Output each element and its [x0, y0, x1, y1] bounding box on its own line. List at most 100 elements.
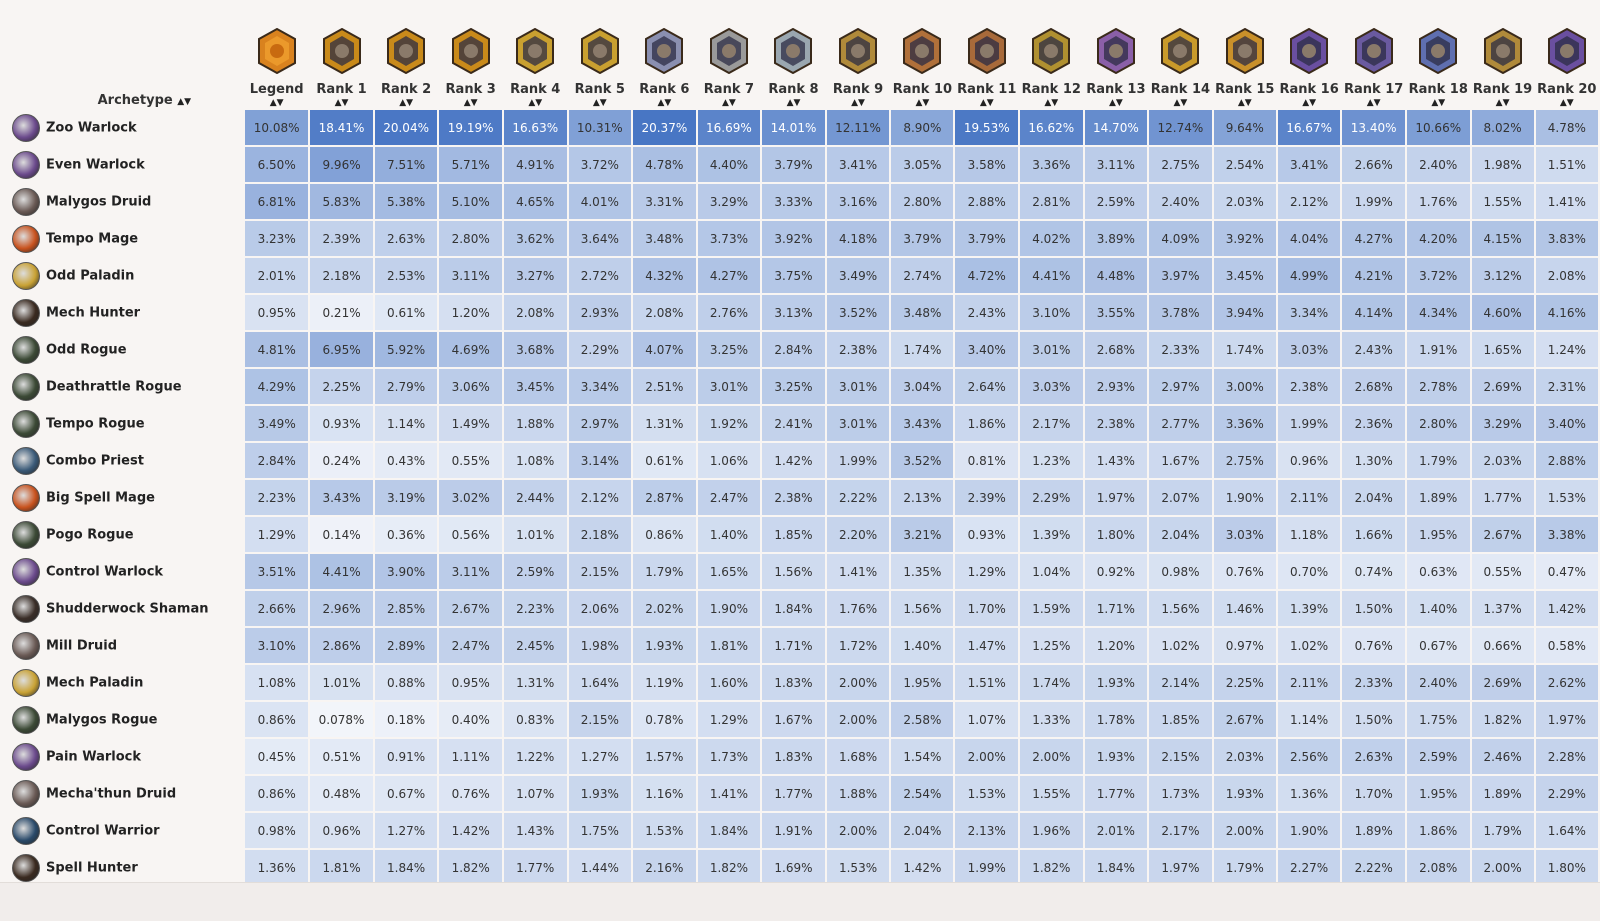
- percent-cell[interactable]: 0.74%: [1342, 554, 1405, 589]
- rank-header-11[interactable]: Rank 11 ▲▼: [955, 12, 1018, 108]
- percent-cell[interactable]: 0.61%: [633, 443, 696, 478]
- sort-icon[interactable]: ▲▼: [1108, 98, 1123, 108]
- percent-cell[interactable]: 8.02%: [1471, 110, 1534, 145]
- percent-cell[interactable]: 0.86%: [633, 517, 696, 552]
- percent-cell[interactable]: 16.62%: [1020, 110, 1083, 145]
- percent-cell[interactable]: 3.04%: [891, 369, 954, 404]
- percent-cell[interactable]: 2.02%: [633, 591, 696, 626]
- percent-cell[interactable]: 0.96%: [310, 813, 373, 848]
- percent-cell[interactable]: 1.89%: [1406, 480, 1470, 515]
- archetype-cell[interactable]: Malygos Rogue: [8, 702, 243, 737]
- percent-cell[interactable]: 3.13%: [762, 295, 825, 330]
- percent-cell[interactable]: 5.38%: [374, 184, 438, 219]
- percent-cell[interactable]: 3.89%: [1084, 221, 1148, 256]
- percent-cell[interactable]: 1.74%: [891, 332, 954, 367]
- percent-cell[interactable]: 3.45%: [503, 369, 567, 404]
- percent-cell[interactable]: 1.53%: [1535, 480, 1598, 515]
- percent-cell[interactable]: 4.02%: [1020, 221, 1083, 256]
- percent-cell[interactable]: 3.12%: [1471, 258, 1534, 293]
- percent-cell[interactable]: 19.19%: [439, 110, 502, 145]
- rank-header-12[interactable]: Rank 12 ▲▼: [1020, 12, 1083, 108]
- rank-header-5[interactable]: Rank 5 ▲▼: [569, 12, 632, 108]
- percent-cell[interactable]: 1.81%: [697, 628, 761, 663]
- percent-cell[interactable]: 1.77%: [1471, 480, 1534, 515]
- percent-cell[interactable]: 2.80%: [1406, 406, 1470, 441]
- percent-cell[interactable]: 2.75%: [1149, 147, 1212, 182]
- percent-cell[interactable]: 3.36%: [1020, 147, 1083, 182]
- percent-cell[interactable]: 0.078%: [310, 702, 373, 737]
- percent-cell[interactable]: 2.47%: [439, 628, 502, 663]
- percent-cell[interactable]: 16.67%: [1277, 110, 1341, 145]
- percent-cell[interactable]: 1.51%: [1535, 147, 1598, 182]
- rank-header-9[interactable]: Rank 9 ▲▼: [827, 12, 890, 108]
- percent-cell[interactable]: 3.52%: [891, 443, 954, 478]
- percent-cell[interactable]: 0.86%: [245, 702, 309, 737]
- percent-cell[interactable]: 2.81%: [1020, 184, 1083, 219]
- rank-header-20[interactable]: Rank 20 ▲▼: [1536, 12, 1598, 108]
- percent-cell[interactable]: 1.83%: [762, 665, 825, 700]
- percent-cell[interactable]: 1.39%: [1277, 591, 1341, 626]
- percent-cell[interactable]: 1.93%: [1213, 776, 1276, 811]
- archetype-cell[interactable]: Tempo Rogue: [8, 406, 243, 441]
- percent-cell[interactable]: 3.79%: [955, 221, 1019, 256]
- percent-cell[interactable]: 0.86%: [245, 776, 309, 811]
- percent-cell[interactable]: 10.66%: [1406, 110, 1470, 145]
- percent-cell[interactable]: 0.63%: [1406, 554, 1470, 589]
- sort-icon[interactable]: ▲▼: [1302, 98, 1317, 108]
- sort-icon[interactable]: ▲▼: [1495, 98, 1510, 108]
- percent-cell[interactable]: 1.77%: [1084, 776, 1148, 811]
- percent-cell[interactable]: 6.95%: [310, 332, 373, 367]
- percent-cell[interactable]: 0.48%: [310, 776, 373, 811]
- percent-cell[interactable]: 1.74%: [1213, 332, 1276, 367]
- percent-cell[interactable]: 1.27%: [374, 813, 438, 848]
- percent-cell[interactable]: 1.99%: [1277, 406, 1341, 441]
- percent-cell[interactable]: 2.18%: [310, 258, 373, 293]
- percent-cell[interactable]: 0.93%: [310, 406, 373, 441]
- percent-cell[interactable]: 5.83%: [310, 184, 373, 219]
- percent-cell[interactable]: 2.80%: [439, 221, 502, 256]
- percent-cell[interactable]: 1.79%: [1213, 850, 1276, 885]
- percent-cell[interactable]: 0.43%: [374, 443, 438, 478]
- percent-cell[interactable]: 3.64%: [568, 221, 632, 256]
- percent-cell[interactable]: 1.43%: [503, 813, 567, 848]
- percent-cell[interactable]: 1.80%: [1535, 850, 1598, 885]
- percent-cell[interactable]: 0.24%: [310, 443, 373, 478]
- percent-cell[interactable]: 10.08%: [245, 110, 309, 145]
- percent-cell[interactable]: 19.53%: [955, 110, 1019, 145]
- percent-cell[interactable]: 3.10%: [1020, 295, 1083, 330]
- percent-cell[interactable]: 1.40%: [891, 628, 954, 663]
- percent-cell[interactable]: 4.99%: [1277, 258, 1341, 293]
- percent-cell[interactable]: 2.16%: [633, 850, 696, 885]
- percent-cell[interactable]: 1.93%: [633, 628, 696, 663]
- percent-cell[interactable]: 2.13%: [891, 480, 954, 515]
- percent-cell[interactable]: 3.40%: [955, 332, 1019, 367]
- percent-cell[interactable]: 1.71%: [1084, 591, 1148, 626]
- percent-cell[interactable]: 0.76%: [1213, 554, 1276, 589]
- percent-cell[interactable]: 2.38%: [762, 480, 825, 515]
- percent-cell[interactable]: 1.14%: [374, 406, 438, 441]
- percent-cell[interactable]: 2.04%: [1149, 517, 1212, 552]
- percent-cell[interactable]: 1.88%: [826, 776, 890, 811]
- percent-cell[interactable]: 2.46%: [1471, 739, 1534, 774]
- percent-cell[interactable]: 2.39%: [310, 221, 373, 256]
- percent-cell[interactable]: 2.06%: [568, 591, 632, 626]
- percent-cell[interactable]: 1.90%: [1213, 480, 1276, 515]
- percent-cell[interactable]: 3.01%: [697, 369, 761, 404]
- percent-cell[interactable]: 4.60%: [1471, 295, 1534, 330]
- percent-cell[interactable]: 3.68%: [503, 332, 567, 367]
- percent-cell[interactable]: 1.97%: [1535, 702, 1598, 737]
- percent-cell[interactable]: 1.56%: [1149, 591, 1212, 626]
- percent-cell[interactable]: 2.89%: [374, 628, 438, 663]
- percent-cell[interactable]: 3.94%: [1213, 295, 1276, 330]
- percent-cell[interactable]: 1.57%: [633, 739, 696, 774]
- percent-cell[interactable]: 4.41%: [310, 554, 373, 589]
- archetype-cell[interactable]: Odd Paladin: [8, 258, 243, 293]
- percent-cell[interactable]: 3.21%: [891, 517, 954, 552]
- percent-cell[interactable]: 1.77%: [762, 776, 825, 811]
- percent-cell[interactable]: 3.97%: [1149, 258, 1212, 293]
- percent-cell[interactable]: 2.86%: [310, 628, 373, 663]
- percent-cell[interactable]: 1.54%: [891, 739, 954, 774]
- percent-cell[interactable]: 0.76%: [439, 776, 502, 811]
- percent-cell[interactable]: 0.36%: [374, 517, 438, 552]
- archetype-cell[interactable]: Mech Hunter: [8, 295, 243, 330]
